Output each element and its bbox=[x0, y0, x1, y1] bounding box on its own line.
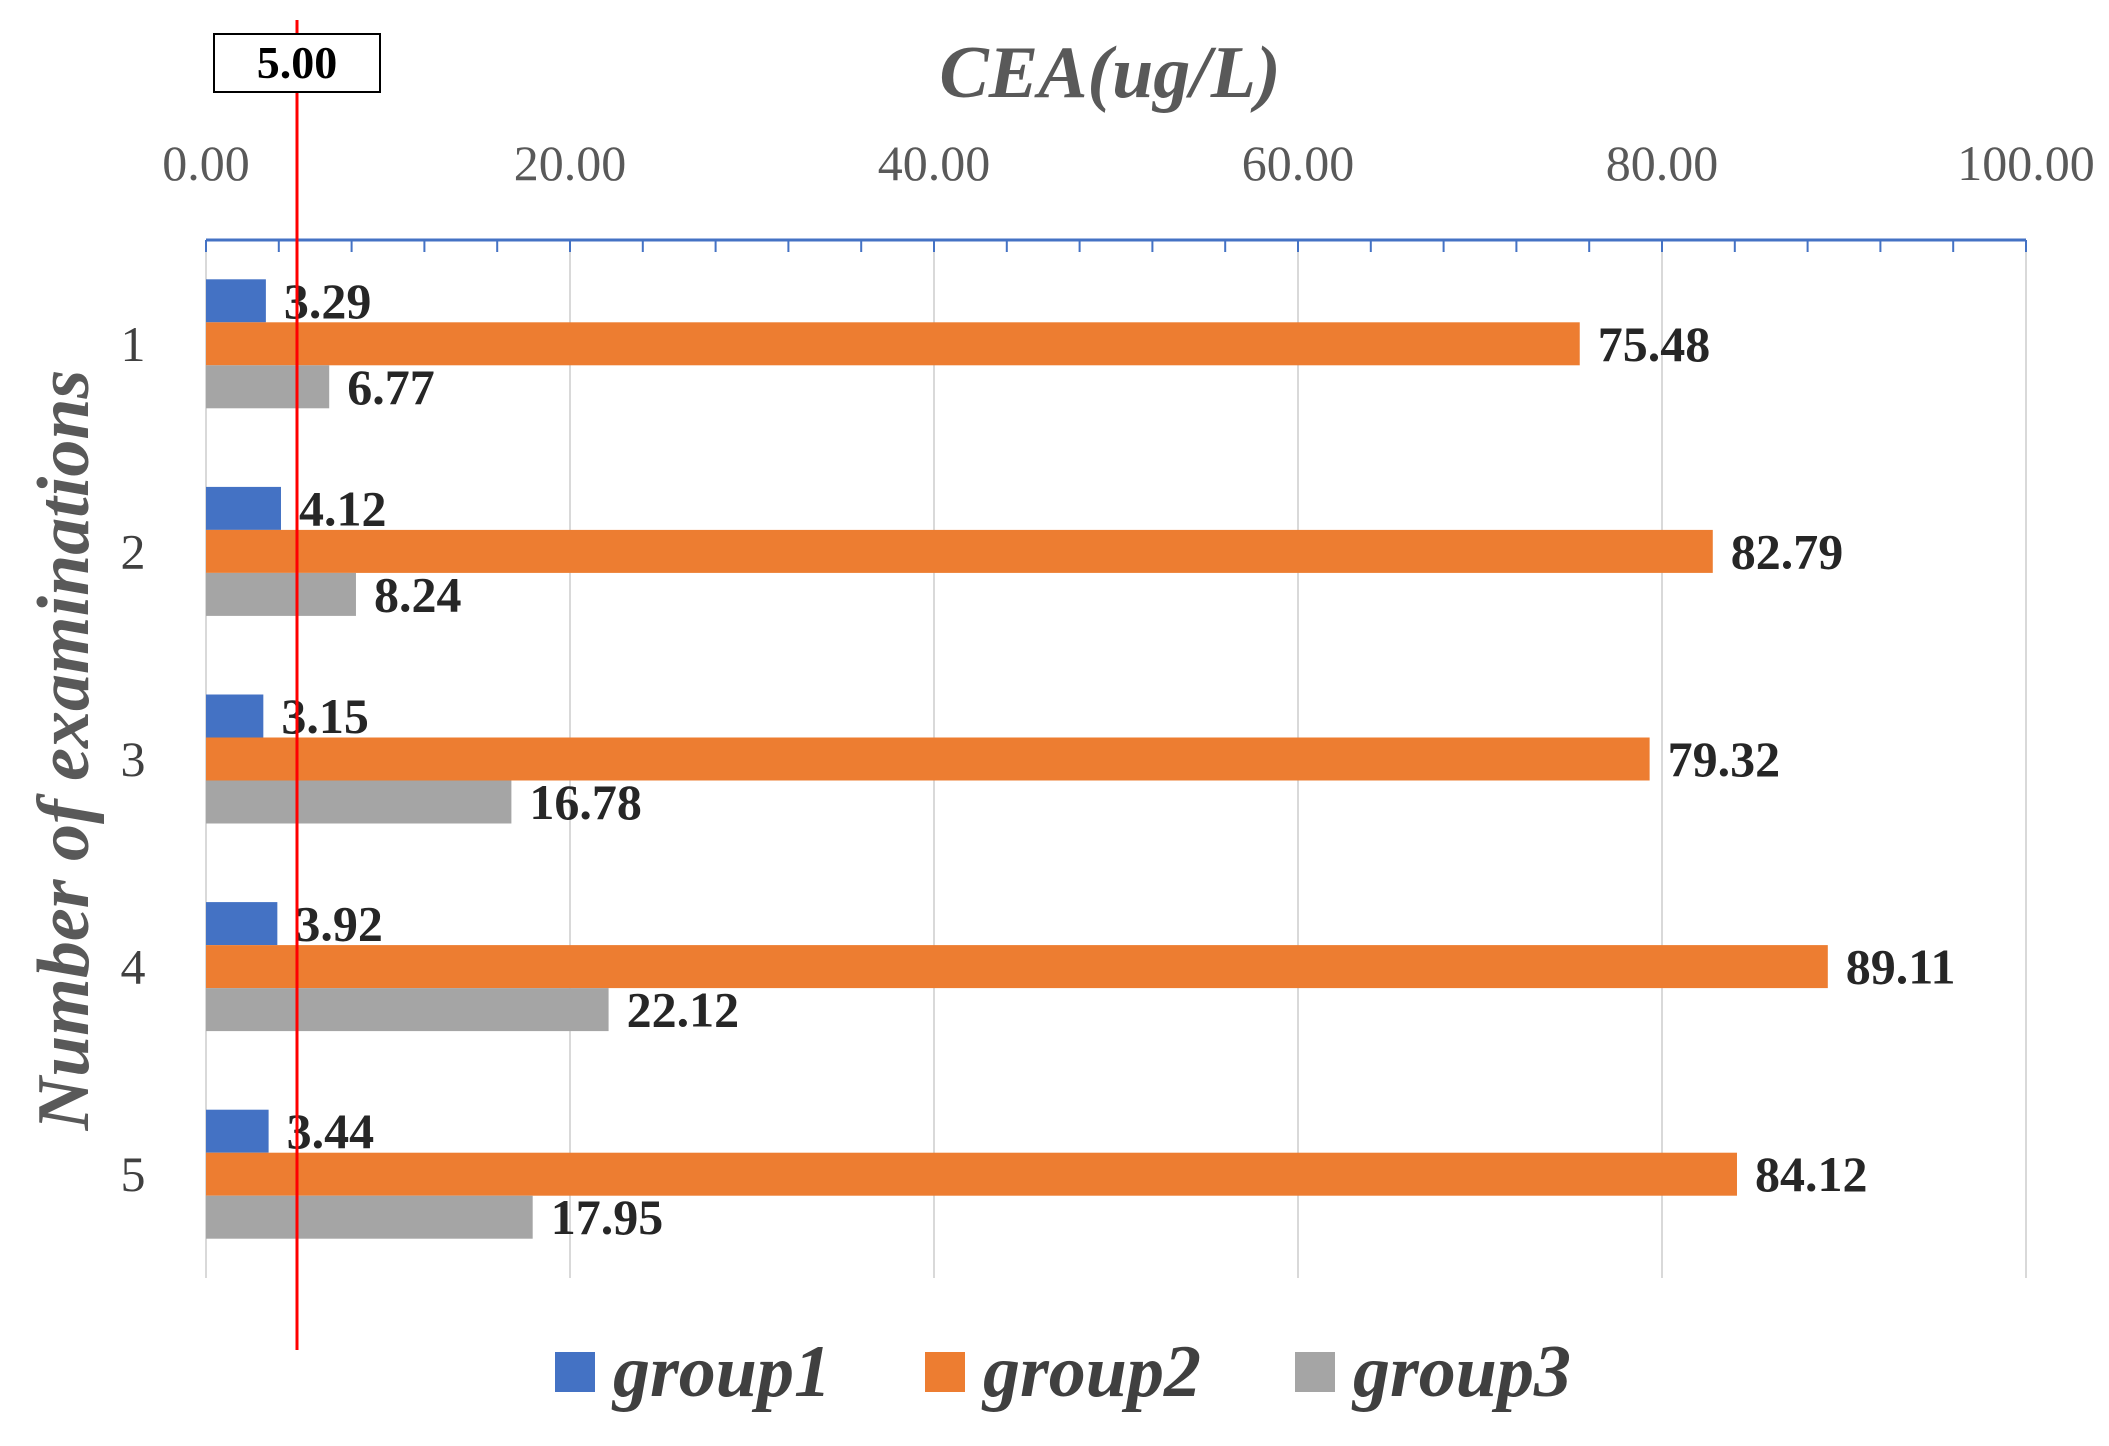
x-tick-label: 100.00 bbox=[1957, 135, 2095, 191]
data-label-group2: 84.12 bbox=[1755, 1146, 1868, 1202]
bars bbox=[206, 279, 1828, 1239]
data-label-group3: 17.95 bbox=[551, 1189, 664, 1245]
reference-label-box bbox=[213, 33, 381, 93]
bar-group3 bbox=[206, 1195, 533, 1239]
data-labels: 3.2975.486.774.1282.798.243.1579.3216.78… bbox=[281, 273, 1955, 1245]
legend-label-group2: group2 bbox=[981, 1331, 1201, 1413]
bar-group2 bbox=[206, 529, 1713, 573]
x-axis-title: CEA(ug/L) bbox=[939, 32, 1280, 114]
data-label-group1: 3.44 bbox=[287, 1103, 375, 1159]
data-label-group3: 6.77 bbox=[347, 359, 435, 415]
x-tick-label: 40.00 bbox=[878, 135, 991, 191]
bar-group2 bbox=[206, 945, 1828, 989]
bar-group3 bbox=[206, 365, 330, 409]
legend-swatch-group2 bbox=[925, 1352, 965, 1392]
bar-group3 bbox=[206, 780, 512, 824]
bar-group2 bbox=[206, 737, 1650, 781]
bar-group2 bbox=[206, 1152, 1737, 1196]
bar-group3 bbox=[206, 988, 609, 1032]
data-label-group2: 75.48 bbox=[1598, 316, 1711, 372]
x-tick-label: 20.00 bbox=[514, 135, 627, 191]
data-label-group3: 22.12 bbox=[627, 982, 740, 1038]
category-label: 1 bbox=[121, 316, 146, 372]
x-tick-label: 80.00 bbox=[1606, 135, 1719, 191]
category-label: 5 bbox=[121, 1146, 146, 1202]
data-label-group2: 82.79 bbox=[1731, 523, 1844, 579]
bar-group1 bbox=[206, 1109, 269, 1153]
legend-label-group1: group1 bbox=[611, 1331, 831, 1413]
data-label-group3: 16.78 bbox=[529, 774, 642, 830]
reference-label: 5.00 bbox=[257, 37, 338, 88]
category-label: 4 bbox=[121, 939, 146, 995]
bar-group3 bbox=[206, 572, 356, 616]
legend-swatch-group3 bbox=[1295, 1352, 1335, 1392]
data-label-group1: 4.12 bbox=[299, 480, 387, 536]
x-axis: 0.00 20.00 40.00 60.00 80.00 100.00 1 2 3 4 5 bbox=[121, 135, 2095, 1202]
data-label-group1: 3.15 bbox=[281, 688, 369, 744]
bar-group1 bbox=[206, 902, 278, 946]
bar-group2 bbox=[206, 322, 1580, 366]
legend-label-group3: group3 bbox=[1351, 1331, 1571, 1413]
x-tick-label: 0.00 bbox=[162, 135, 250, 191]
bar-group1 bbox=[206, 694, 264, 738]
x-tick-label: 60.00 bbox=[1242, 135, 1355, 191]
legend: group1 group2 group3 bbox=[555, 1331, 1571, 1413]
legend-swatch-group1 bbox=[555, 1352, 595, 1392]
data-label-group3: 8.24 bbox=[374, 566, 462, 622]
category-label: 3 bbox=[121, 731, 146, 787]
data-label-group1: 3.92 bbox=[295, 896, 383, 952]
data-label-group2: 79.32 bbox=[1668, 731, 1781, 787]
bar-group1 bbox=[206, 486, 281, 530]
category-label: 2 bbox=[121, 523, 146, 579]
data-label-group2: 89.11 bbox=[1846, 939, 1956, 995]
bar-group1 bbox=[206, 279, 266, 323]
y-axis-title: Number of examinations bbox=[23, 370, 105, 1132]
reference-line-group: 5.00 bbox=[213, 20, 381, 1350]
